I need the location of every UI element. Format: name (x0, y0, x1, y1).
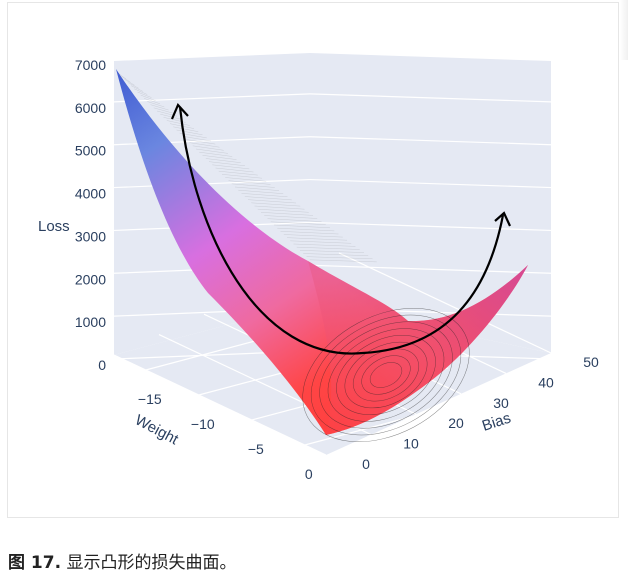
loss-tick-label: 6000 (75, 100, 106, 116)
bias-tick-label: 0 (362, 456, 370, 472)
bias-tick-label: 30 (493, 395, 509, 411)
weight-tick-label: −10 (191, 416, 215, 432)
bias-axis-ticks: 0 10 20 30 40 50 (362, 354, 599, 472)
weight-tick-label: −5 (248, 441, 264, 457)
weight-tick-label: −15 (138, 391, 162, 407)
caption-text: 显示凸形的损失曲面。 (66, 553, 237, 573)
bias-tick-label: 10 (403, 436, 419, 452)
loss-surface (116, 69, 528, 443)
figure-caption: 图 17. 显示凸形的损失曲面。 (8, 548, 236, 573)
loss-axis-title: Loss (38, 218, 70, 235)
weight-axis-ticks: −15 −10 −5 0 (138, 391, 313, 482)
figure-frame: 0 1000 2000 3000 4000 5000 6000 7000 Loss −15 −1… (7, 2, 619, 518)
bias-axis-title: Bias (480, 410, 513, 435)
loss-tick-label: 2000 (75, 271, 106, 287)
loss-tick-label: 7000 (75, 57, 106, 73)
caption-label: 图 17. (8, 553, 62, 573)
weight-axis-title: Weight (132, 412, 182, 449)
loss-tick-label: 3000 (75, 228, 106, 244)
weight-tick-label: 0 (305, 466, 313, 482)
loss-axis-ticks: 0 1000 2000 3000 4000 5000 6000 7000 (75, 57, 106, 373)
page-edge-shadow (620, 0, 628, 60)
bias-tick-label: 40 (538, 374, 554, 390)
convex-arrow (170, 102, 511, 355)
loss-tick-label: 5000 (75, 143, 106, 159)
loss-tick-label: 0 (98, 357, 106, 373)
loss-tick-label: 4000 (75, 186, 106, 202)
bias-tick-label: 20 (448, 415, 464, 431)
bias-tick-label: 50 (583, 354, 599, 370)
loss-tick-label: 1000 (75, 314, 106, 330)
